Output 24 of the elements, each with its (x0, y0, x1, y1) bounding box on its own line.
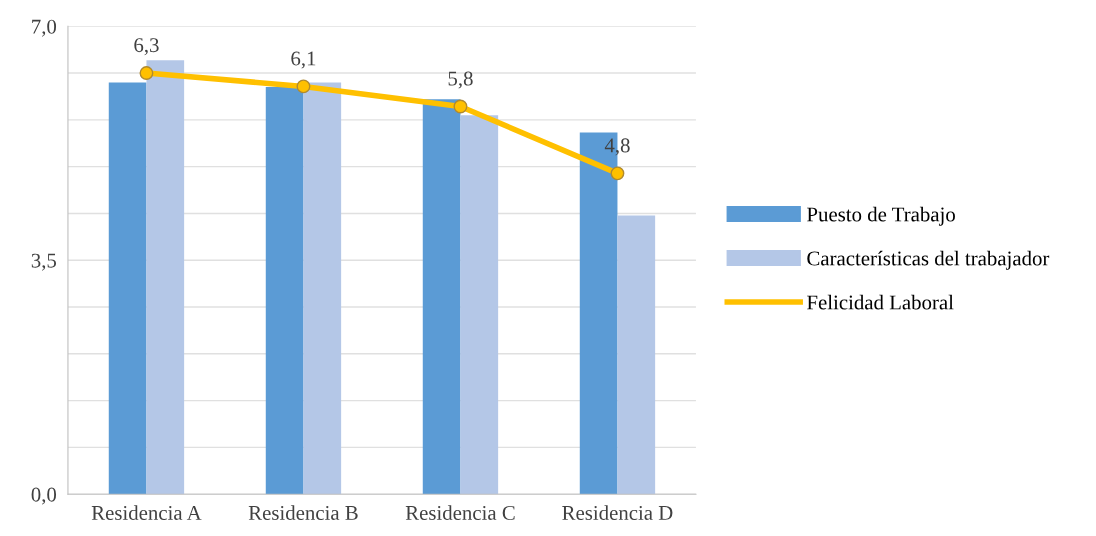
point (610, 166, 625, 181)
legend-label: Puesto de Trabajo (807, 206, 955, 226)
y-tick-label: 7,0 (32, 19, 57, 37)
legend-label: Felicidad Laboral (807, 294, 954, 310)
bar (108, 82, 147, 495)
data-label: 6,3 (134, 38, 159, 56)
point (139, 66, 154, 81)
x-tick-label: Residencia B (248, 505, 358, 520)
x-tick-label: Residencia C (405, 505, 515, 520)
x-tick-label: Residencia A (91, 505, 202, 520)
bar (422, 99, 461, 495)
y-tick-label: 3,5 (31, 253, 57, 271)
data-label: 6,1 (291, 51, 316, 69)
bar (146, 60, 185, 495)
bar (617, 215, 656, 495)
point (296, 79, 311, 94)
point (453, 99, 468, 114)
bar (265, 87, 304, 495)
legend-label: Características del trabajador (807, 250, 1050, 270)
bar (460, 115, 499, 495)
x-tick-label: Residencia D (562, 505, 673, 520)
data-label: 5,8 (448, 71, 473, 89)
bar (303, 82, 342, 495)
y-tick-label: 0,0 (31, 487, 57, 505)
